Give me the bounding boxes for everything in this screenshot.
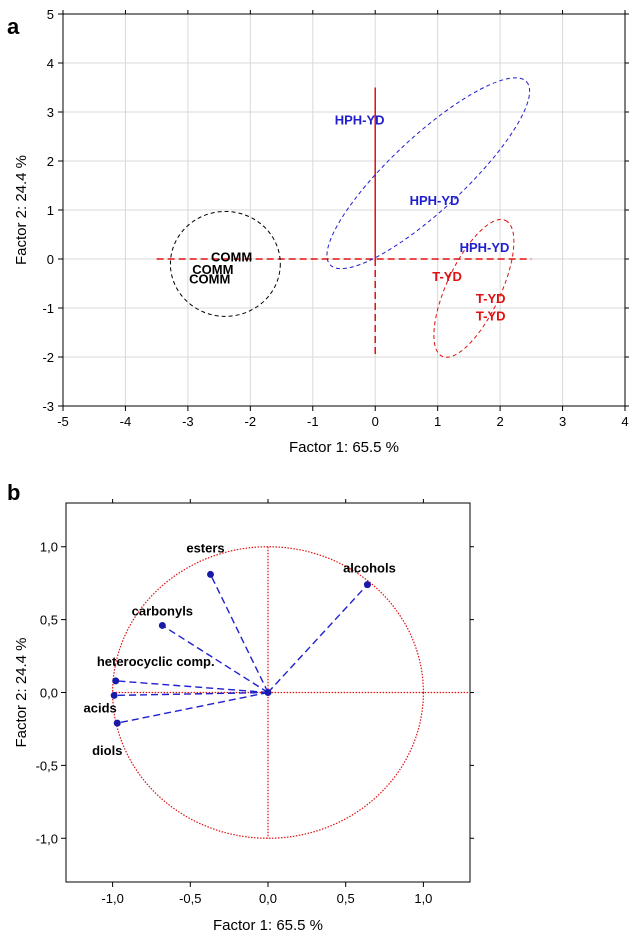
- panel-b-letter: b: [7, 480, 21, 505]
- vector-line: [114, 691, 269, 697]
- y-tick-label: 1,0: [40, 540, 58, 555]
- x-tick-label: -1: [307, 414, 319, 429]
- point-label-t-yd: T-YD: [432, 269, 462, 284]
- point-label-t-yd: T-YD: [476, 308, 506, 323]
- y-tick-label: 5: [47, 7, 54, 22]
- y-axis-label: Factor 2: 24.4 %: [13, 155, 30, 265]
- x-tick-label: 0,5: [337, 891, 355, 906]
- vector-point: [113, 719, 121, 727]
- x-tick-label: 4: [621, 414, 628, 429]
- y-tick-label: -0,5: [36, 758, 58, 773]
- x-tick-label: 0,0: [259, 891, 277, 906]
- x-tick-label: -1,0: [101, 891, 123, 906]
- x-tick-label: -4: [120, 414, 132, 429]
- origin-point: [264, 689, 272, 696]
- vector-line: [161, 624, 269, 694]
- vector-line: [117, 691, 269, 724]
- y-tick-label: 3: [47, 105, 54, 120]
- y-tick-label: 0,0: [40, 686, 58, 701]
- y-axis-label: Factor 2: 24.4 %: [13, 637, 30, 747]
- chart-b-loading-plot: -1,0 -1,0 -0,5 -0,5 0,0 0,0 0,5 0,5 1,0 1,0 Factor…: [13, 499, 474, 934]
- vector-line: [267, 584, 368, 693]
- vector-label: heterocyclic comp.: [97, 654, 215, 669]
- x-tick-label: 1: [434, 414, 441, 429]
- x-tick-label: -5: [57, 414, 69, 429]
- x-axis-label: Factor 1: 65.5 %: [213, 917, 323, 934]
- x-tick-label: -2: [245, 414, 257, 429]
- y-tick-label: -1: [42, 301, 54, 316]
- y-tick-label: -2: [42, 350, 54, 365]
- vector-point: [112, 677, 120, 685]
- point-label-comm: COMM: [211, 250, 252, 265]
- x-tick-label: 0: [372, 414, 379, 429]
- vector-line: [115, 680, 269, 694]
- vector-point: [363, 581, 371, 589]
- vector-label: carbonyls: [132, 603, 193, 618]
- vector-label: alcohols: [343, 561, 396, 576]
- x-tick-label: -0,5: [179, 891, 201, 906]
- point-label-hph-yd: HPH-YD: [410, 193, 460, 208]
- vector-point: [158, 621, 166, 629]
- chart-a-score-plot: -5 -4 -3 -2 -1 0 1 2 3 4 -3 -2 -1 0 1 2 3 4 5 Factor 1: 65.…: [13, 7, 629, 456]
- x-axis-label: Factor 1: 65.5 %: [289, 439, 399, 456]
- x-tick-label: 3: [559, 414, 566, 429]
- x-tick-label: 1,0: [414, 891, 432, 906]
- y-tick-label: -3: [42, 399, 54, 414]
- vector-point: [110, 691, 118, 699]
- vector-point: [207, 570, 215, 578]
- y-tick-label: -1,0: [36, 831, 58, 846]
- y-tick-label: 2: [47, 154, 54, 169]
- point-label-hph-yd: HPH-YD: [335, 112, 385, 127]
- point-label-t-yd: T-YD: [476, 291, 506, 306]
- vector-label: diols: [92, 743, 122, 758]
- panel-a-letter: a: [7, 14, 20, 39]
- ellipse-comm: [169, 210, 281, 317]
- vector-label: acids: [84, 700, 117, 715]
- x-tick-label: 2: [496, 414, 503, 429]
- point-label-hph-yd: HPH-YD: [460, 240, 510, 255]
- y-tick-label: 1: [47, 203, 54, 218]
- y-tick-label: 4: [47, 56, 54, 71]
- ellipse-t-yd: [433, 219, 515, 358]
- y-tick-label: 0,5: [40, 613, 58, 628]
- point-label-comm: COMM: [192, 262, 233, 277]
- x-tick-label: -3: [182, 414, 194, 429]
- y-tick-label: 0: [47, 252, 54, 267]
- point-label-comm: COMM: [189, 272, 230, 287]
- vector-label: esters: [186, 540, 224, 555]
- ellipse-hph-yd: [326, 77, 531, 270]
